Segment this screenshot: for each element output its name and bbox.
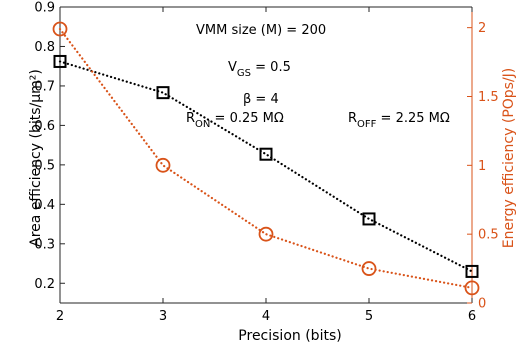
annotation-vgs: VGS = 0.5 [228, 60, 291, 79]
annotation-ron: RON = 0.25 MΩ [186, 111, 284, 130]
series-2-point [361, 261, 377, 276]
series-2-line [58, 27, 474, 289]
series-2-point [258, 226, 274, 242]
x-tick-label: 6 [468, 309, 476, 324]
x-tick-label: 3 [159, 309, 167, 324]
right-y-tick-label: 1 [478, 159, 486, 174]
left-y-tick-label: 0.8 [34, 40, 55, 55]
plot-area [59, 6, 473, 304]
series-1-point [53, 54, 67, 68]
right-y-tick-label: 2 [478, 21, 486, 36]
left-y-tick-label: 0.5 [34, 158, 55, 173]
left-y-tick-label: 0.7 [34, 79, 55, 94]
right-y-tick-label: 0 [478, 297, 486, 312]
left-y-tick-label: 0.6 [34, 119, 55, 134]
left-y-tick-label: 0.4 [34, 198, 55, 213]
series-2-point [155, 157, 171, 173]
series-1-point [156, 86, 170, 100]
ticks-layer: 2 3 4 5 6 0.2 0.3 0.4 0.5 0.6 0.7 0.8 0.9 0 0.5 1 1.5 2 [34, 1, 498, 325]
series-2-point [52, 21, 68, 37]
left-y-tick-label: 0.2 [34, 277, 55, 292]
series-1-point [465, 264, 479, 278]
x-axis-label: Precision (bits) [238, 328, 341, 344]
annotation-roff: ROFF = 2.25 MΩ [348, 111, 450, 130]
series-2-point [464, 280, 480, 296]
x-tick-label: 5 [365, 309, 373, 324]
annotation-beta: β = 4 [243, 92, 279, 107]
series-1-point [259, 147, 273, 161]
right-y-tick-label: 1.5 [478, 90, 499, 105]
left-y-tick-label: 0.9 [34, 1, 55, 16]
right-y-tick-label: 0.5 [478, 228, 499, 243]
x-tick-label: 2 [56, 309, 64, 324]
series-layer [52, 21, 480, 296]
x-tick-label: 4 [262, 309, 270, 324]
series-1-point [362, 212, 376, 226]
left-y-tick-label: 0.3 [34, 237, 55, 252]
right-y-axis-label: Energy efficiency (POps/J) [501, 68, 517, 249]
annotation-vmm-size: VMM size (M) = 200 [196, 23, 326, 38]
left-y-axis-label: Area efficiency (bits/μm²) [28, 69, 44, 247]
